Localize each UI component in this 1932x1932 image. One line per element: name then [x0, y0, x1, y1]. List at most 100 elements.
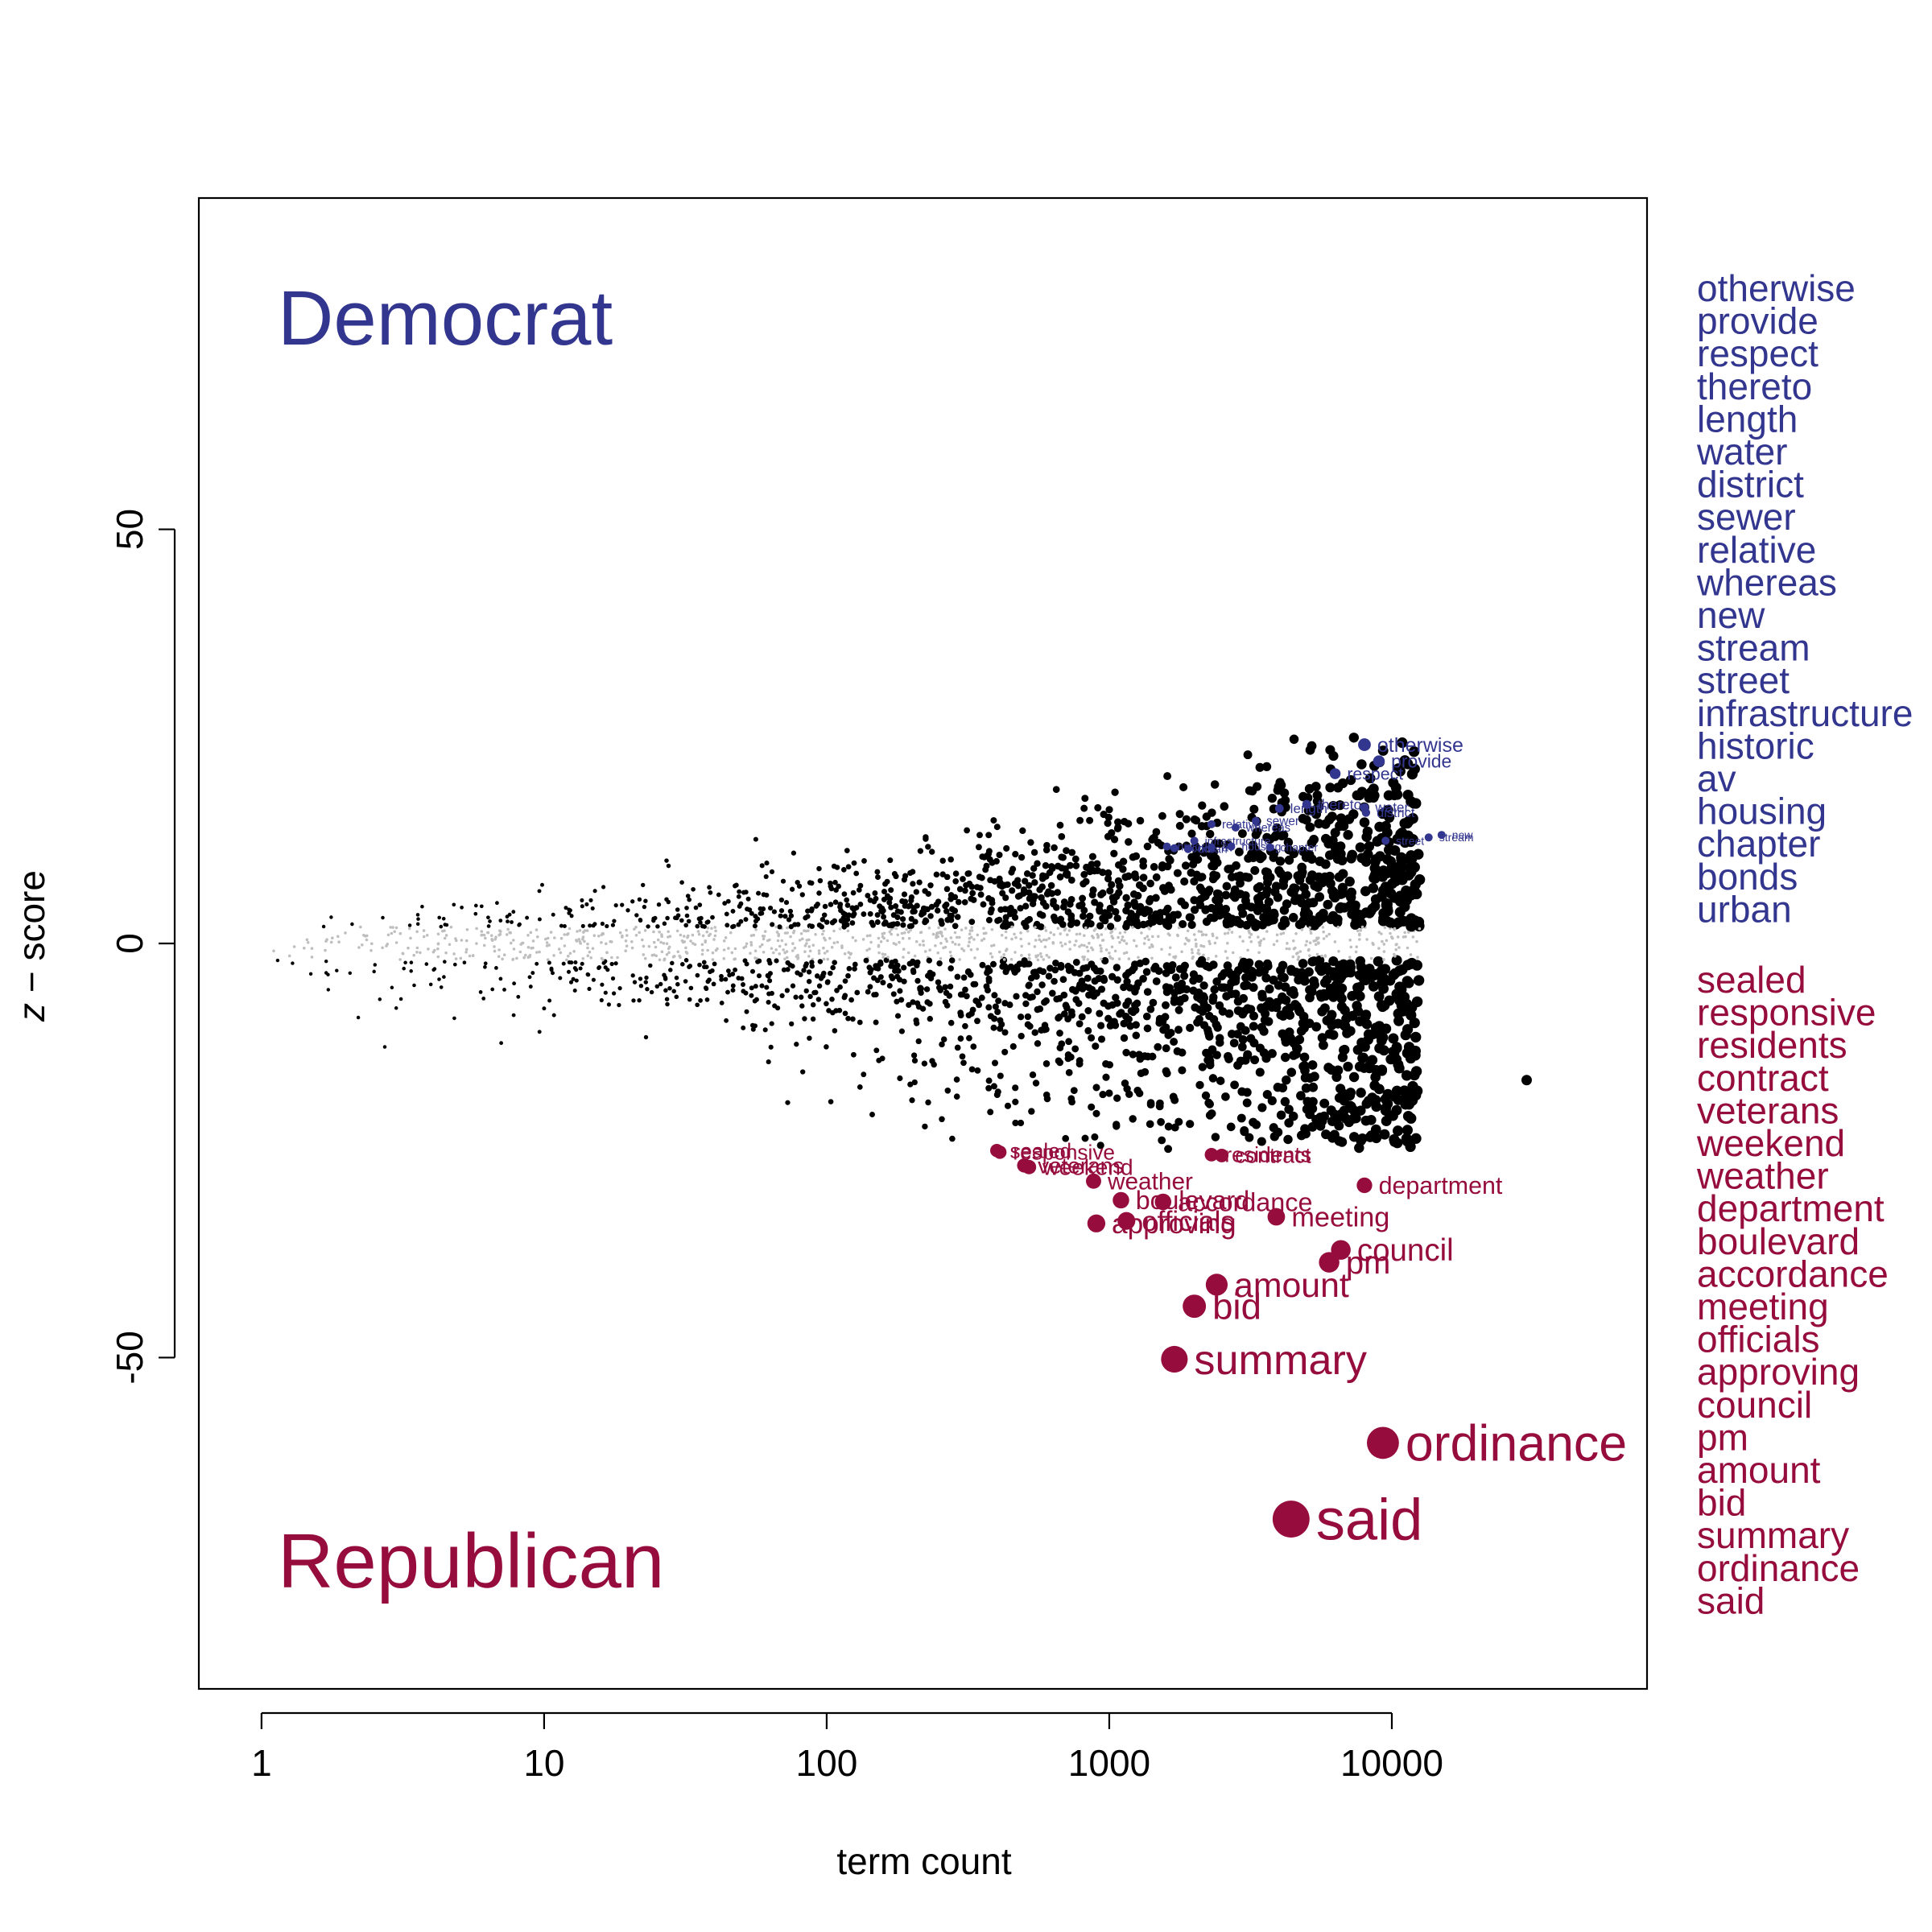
data-point-3200: [1521, 1075, 1532, 1086]
data-point-2467: [668, 968, 673, 972]
data-point-659: [861, 857, 867, 864]
data-point-2210: [1195, 1080, 1204, 1090]
data-point-2823: [974, 998, 981, 1005]
data-point-2270: [936, 960, 943, 967]
data-point-2583: [867, 984, 873, 990]
data-point-2415: [1360, 925, 1364, 929]
data-point-1110: [444, 923, 449, 927]
data-point-408: [567, 954, 570, 958]
data-point-2897: [512, 939, 515, 942]
data-point-294: [1315, 857, 1325, 866]
data-point-848: [1051, 844, 1058, 852]
data-point-1964: [671, 955, 675, 959]
data-point-2228: [1267, 1096, 1277, 1106]
data-point-1163: [452, 952, 456, 956]
data-point-499: [825, 949, 829, 953]
data-point-2945: [1078, 932, 1082, 935]
data-point-2926: [908, 923, 914, 929]
data-point-2847: [606, 1002, 612, 1007]
data-point-2480: [1132, 913, 1140, 921]
data-point-2603: [517, 923, 522, 927]
data-point-150: [706, 926, 710, 930]
data-point-235: [780, 878, 786, 884]
data-point-716: [1065, 1069, 1073, 1076]
data-point-3097: [799, 892, 805, 898]
data-point-2098: [1116, 881, 1124, 890]
data-point-745: [1036, 958, 1040, 962]
data-point-2786: [1145, 906, 1154, 915]
data-point-3155: [674, 994, 679, 1000]
data-point-2780: [811, 943, 815, 947]
data-point-1575: [444, 951, 448, 955]
data-point-2882: [1207, 903, 1216, 913]
data-point-2956: [1257, 1022, 1266, 1032]
x-tick-label-0: 1: [251, 1742, 272, 1784]
data-point-346: [1120, 938, 1124, 942]
republican-term-label-8: boulevard: [1136, 1186, 1249, 1215]
data-point-1570: [551, 971, 555, 976]
republican-term-point-12: [1087, 1214, 1106, 1232]
data-point-840: [937, 987, 944, 993]
data-point-1890: [874, 869, 881, 875]
data-point-1786: [887, 895, 894, 902]
data-point-2708: [886, 956, 890, 959]
data-point-1983: [1009, 1042, 1017, 1051]
data-point-2885: [1086, 868, 1094, 876]
side-list-republican-12: approving: [1697, 1351, 1860, 1393]
data-point-2572: [1068, 947, 1071, 951]
data-point-663: [658, 931, 661, 934]
data-point-1617: [547, 998, 552, 1003]
data-point-2037: [957, 1009, 964, 1016]
data-point-2776: [1245, 1133, 1254, 1142]
data-point-3061: [1286, 1067, 1297, 1077]
data-point-1792: [1038, 952, 1042, 956]
data-point-2697: [1168, 952, 1171, 956]
data-point-2553: [508, 931, 511, 935]
data-point-1678: [1105, 806, 1113, 814]
data-point-1044: [1296, 1091, 1306, 1100]
republican-term-label-11: officials: [1141, 1206, 1234, 1237]
data-point-1826: [605, 951, 609, 955]
data-point-2161: [736, 922, 741, 927]
data-point-2375: [1286, 942, 1289, 945]
data-point-2104: [494, 935, 497, 939]
data-point-2938: [1410, 798, 1422, 809]
data-point-2773: [1411, 935, 1415, 939]
data-point-361: [764, 985, 770, 990]
data-point-2248: [1052, 903, 1060, 911]
data-point-2975: [908, 897, 914, 904]
data-point-1718: [874, 919, 881, 925]
data-point-2330: [464, 939, 469, 943]
data-point-545: [1173, 869, 1182, 877]
data-point-2980: [1366, 972, 1377, 983]
data-point-3019: [436, 942, 440, 945]
data-point-2670: [425, 934, 429, 937]
data-point-862: [498, 929, 502, 932]
data-point-380: [588, 898, 593, 902]
data-point-2122: [1238, 935, 1242, 939]
data-point-1769: [946, 993, 953, 999]
data-point-1451: [1038, 911, 1046, 919]
data-point-64: [901, 964, 907, 971]
data-point-226: [441, 916, 446, 921]
data-point-1473: [1307, 741, 1317, 751]
data-point-1956: [705, 919, 711, 924]
data-point-3006: [1018, 853, 1026, 861]
data-point-1368: [1101, 956, 1109, 965]
data-point-1856: [1359, 1063, 1369, 1073]
data-point-2542: [1205, 1111, 1215, 1120]
data-point-1240: [704, 997, 710, 1002]
data-point-2615: [1405, 852, 1416, 863]
data-point-3: [1253, 906, 1263, 915]
data-point-2900: [1191, 1003, 1199, 1012]
data-point-2929: [969, 1006, 976, 1013]
data-point-1534: [292, 945, 296, 948]
data-point-2493: [407, 946, 410, 950]
data-point-3081: [391, 926, 394, 929]
data-point-2167: [836, 883, 842, 890]
republican-term-label-10: meeting: [1291, 1203, 1389, 1233]
data-point-2914: [1271, 881, 1282, 891]
data-point-649: [730, 908, 736, 914]
data-point-1441: [1073, 943, 1076, 947]
data-point-529: [1403, 931, 1406, 935]
